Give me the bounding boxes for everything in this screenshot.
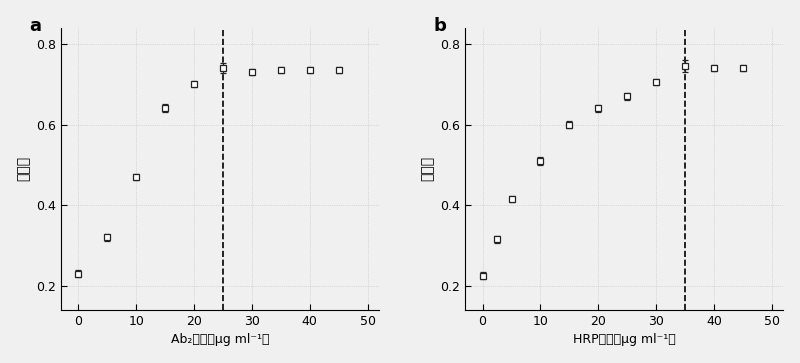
X-axis label: HRP浓度（μg ml⁻¹）: HRP浓度（μg ml⁻¹） [573,333,676,346]
Y-axis label: 吸光度: 吸光度 [17,156,30,182]
X-axis label: Ab₂浓度（μg ml⁻¹）: Ab₂浓度（μg ml⁻¹） [171,333,270,346]
Text: a: a [30,17,42,34]
Text: b: b [434,17,446,34]
Y-axis label: 吸光度: 吸光度 [421,156,435,182]
